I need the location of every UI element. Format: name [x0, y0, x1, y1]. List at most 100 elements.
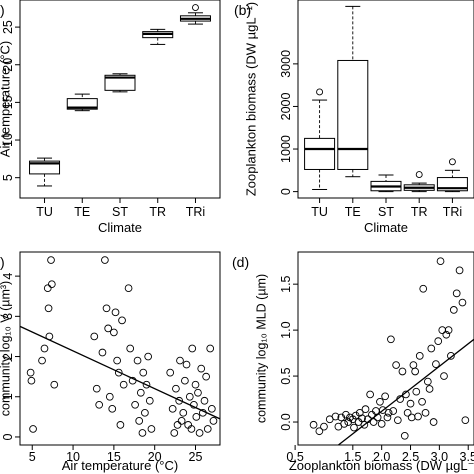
- data-point: [197, 364, 206, 373]
- data-point: [47, 256, 55, 264]
- panel-c: 0 1 2 3 4 5 10 15 20 25 Air temperature (°C) commun…: [0, 251, 221, 473]
- data-point: [392, 361, 400, 369]
- box-b-ST: [370, 174, 402, 193]
- data-point: [421, 408, 430, 417]
- data-point: [26, 368, 35, 377]
- outlier-point: [448, 158, 456, 166]
- data-point: [452, 289, 461, 298]
- x-tick-label-c: 10: [66, 450, 80, 464]
- data-point: [381, 392, 389, 401]
- x-tick-label-d: 1.5: [344, 450, 361, 464]
- data-point: [168, 404, 177, 413]
- data-point: [344, 418, 353, 426]
- x-tick-label-b: TE: [345, 205, 361, 219]
- data-point: [188, 344, 197, 353]
- data-point: [192, 413, 201, 421]
- data-point: [202, 372, 210, 381]
- box-body: [337, 59, 369, 170]
- x-tick-label-b: TRi: [443, 205, 462, 219]
- data-point: [444, 326, 453, 334]
- data-point: [102, 304, 111, 313]
- x-tick-label-a: ST: [112, 205, 128, 219]
- x-tick-label-b: TR: [411, 205, 428, 219]
- data-point: [147, 425, 156, 433]
- data-point: [442, 330, 451, 339]
- panel-label-a: ): [0, 2, 5, 18]
- data-point: [181, 376, 189, 385]
- data-point: [175, 396, 184, 405]
- y-tick-label-c: 2: [1, 353, 15, 360]
- data-point: [139, 368, 148, 377]
- data-point: [133, 356, 142, 365]
- data-point: [320, 422, 328, 431]
- data-point: [377, 420, 386, 428]
- data-point: [455, 266, 464, 275]
- data-point: [141, 408, 149, 417]
- points-d: [309, 257, 474, 445]
- x-tick-label-c: 5: [29, 450, 36, 464]
- x-tick-label-d: 2.5: [402, 450, 419, 464]
- data-point: [434, 337, 443, 345]
- y-tick-label-a: 20: [1, 58, 15, 72]
- y-tick-label-a: 5: [1, 174, 15, 181]
- regression-line-d: [337, 338, 474, 445]
- data-point: [350, 423, 358, 432]
- x-tick-label-a: TU: [36, 205, 53, 219]
- x-tick-label-b: ST: [378, 205, 394, 219]
- box-b-TR: [403, 171, 435, 193]
- data-point: [144, 352, 153, 361]
- regression-line-c: [20, 325, 220, 420]
- box-a-TE: [66, 93, 98, 112]
- data-point: [114, 368, 123, 377]
- data-point: [440, 372, 448, 380]
- x-axis-label-b: Climate: [364, 220, 408, 235]
- data-point: [105, 392, 114, 401]
- data-point: [95, 400, 104, 409]
- panel-label-b: (b): [234, 2, 251, 18]
- box-b-TRi: [436, 158, 468, 193]
- y-tick-label-b: 3000: [279, 50, 293, 78]
- x-tick-label-c: 20: [148, 450, 162, 464]
- box-a-TU: [29, 157, 61, 187]
- y-tick-label-b: 0: [279, 188, 293, 195]
- box-b-TE: [337, 5, 369, 178]
- data-point: [113, 356, 121, 365]
- y-tick-label-b: 1000: [279, 135, 293, 163]
- data-point: [429, 418, 438, 426]
- data-point: [461, 416, 470, 425]
- plot-frame-c: [19, 251, 221, 446]
- data-point: [170, 429, 179, 437]
- y-tick-label-c: 4: [1, 273, 15, 280]
- y-tick-label-a: 25: [1, 20, 15, 34]
- data-point: [187, 425, 196, 433]
- data-point: [366, 390, 374, 399]
- data-point: [177, 417, 186, 425]
- data-point: [449, 306, 458, 314]
- data-point: [92, 384, 101, 393]
- x-tick-label-d: 3.5: [460, 450, 474, 464]
- data-point: [200, 396, 209, 405]
- box-body: [104, 74, 136, 91]
- y-tick-label-b: 2000: [279, 93, 293, 121]
- data-point: [398, 367, 407, 376]
- data-point: [389, 407, 398, 415]
- data-point: [309, 420, 318, 429]
- y-tick-label-c: 0: [1, 433, 15, 440]
- data-point: [458, 298, 467, 307]
- data-point: [44, 304, 53, 313]
- data-point: [342, 410, 350, 419]
- data-point: [104, 324, 113, 333]
- data-point: [194, 388, 202, 397]
- data-point: [38, 356, 46, 365]
- y-tick-label-d: 0.0: [279, 413, 293, 430]
- data-point: [131, 400, 139, 409]
- data-point: [418, 397, 426, 406]
- data-point: [136, 388, 145, 397]
- data-point: [427, 344, 436, 353]
- data-point: [411, 367, 419, 376]
- x-tick-label-a: TE: [74, 205, 90, 219]
- data-point: [384, 408, 393, 417]
- y-axis-label-b: Zooplankton biomass (DW µgL⁻¹): [243, 2, 258, 196]
- outlier-point: [415, 171, 423, 179]
